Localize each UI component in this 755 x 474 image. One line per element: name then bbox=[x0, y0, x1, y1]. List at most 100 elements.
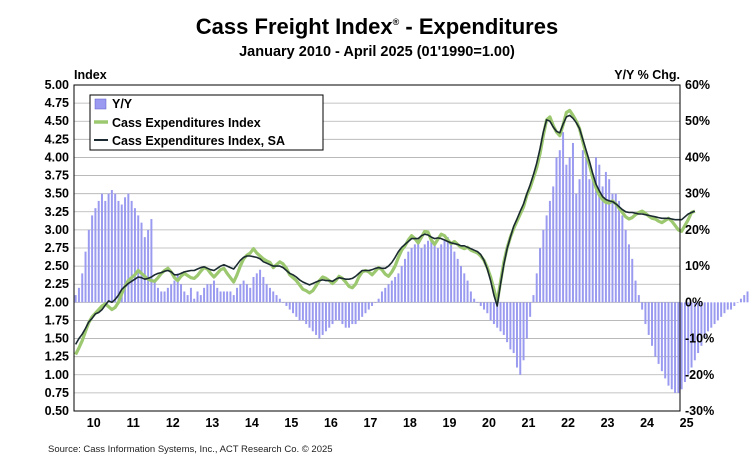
yy-bar bbox=[377, 298, 380, 303]
yy-bar bbox=[249, 287, 252, 303]
left-axis-label: Index bbox=[74, 68, 107, 82]
yy-bar bbox=[272, 291, 275, 303]
yy-bar bbox=[436, 248, 439, 303]
yy-bar bbox=[404, 258, 406, 303]
yy-bar bbox=[226, 291, 229, 303]
yy-bar bbox=[565, 164, 568, 303]
yy-bar bbox=[466, 280, 469, 303]
series-line-nsa bbox=[74, 108, 696, 356]
yy-bar bbox=[739, 298, 742, 303]
yy-bar bbox=[720, 302, 723, 317]
yy-bar bbox=[558, 150, 561, 303]
yy-bar bbox=[440, 244, 443, 303]
yy-bar bbox=[614, 193, 617, 303]
left-tick-label: 2.25 bbox=[45, 277, 69, 291]
yy-bar bbox=[723, 302, 726, 314]
left-tick-label: 3.75 bbox=[45, 169, 69, 183]
x-tick-label: 21 bbox=[522, 416, 536, 430]
right-tick-label: 20% bbox=[685, 223, 710, 237]
right-tick-label: 40% bbox=[685, 150, 710, 164]
yy-bar bbox=[245, 284, 248, 303]
yy-bar bbox=[265, 284, 268, 303]
yy-bar bbox=[459, 266, 462, 303]
yy-bar bbox=[196, 291, 199, 303]
yy-bar bbox=[548, 200, 551, 303]
yy-bar bbox=[268, 287, 271, 303]
yy-bar bbox=[433, 244, 436, 303]
yy-bar bbox=[163, 291, 166, 303]
yy-bar bbox=[209, 284, 212, 303]
plot-frame bbox=[73, 84, 681, 412]
yy-bar bbox=[743, 295, 746, 303]
yy-bar bbox=[236, 287, 239, 303]
yy-bar bbox=[77, 287, 80, 303]
x-tick-label: 20 bbox=[482, 416, 496, 430]
yy-bar bbox=[278, 298, 281, 303]
yy-bar bbox=[680, 302, 683, 390]
yy-bar bbox=[535, 273, 538, 303]
yy-bar bbox=[120, 204, 123, 303]
yy-bar bbox=[189, 287, 192, 303]
yy-bar bbox=[512, 302, 515, 354]
yy-bar bbox=[486, 302, 489, 314]
yy-bar bbox=[94, 208, 97, 303]
yy-bar bbox=[81, 273, 84, 303]
yy-bar bbox=[713, 302, 716, 325]
yy-bar bbox=[160, 291, 163, 303]
yy-bar bbox=[242, 280, 245, 303]
yy-bar bbox=[156, 287, 159, 303]
yy-bar bbox=[664, 302, 667, 379]
x-tick-label: 12 bbox=[166, 416, 180, 430]
yy-bar bbox=[545, 215, 548, 303]
yy-bar bbox=[295, 302, 298, 317]
yy-bar bbox=[364, 302, 367, 314]
left-tick-label: 2.50 bbox=[45, 259, 69, 273]
right-axis: 60% 50% 40% 30% 20% 10% 0% -10% -20% -30% bbox=[685, 78, 714, 418]
left-tick-label: 0.75 bbox=[45, 386, 69, 400]
yy-bar bbox=[585, 157, 588, 303]
right-tick-label: -30% bbox=[685, 404, 714, 418]
yy-bar bbox=[252, 276, 255, 303]
yy-bar bbox=[591, 175, 594, 303]
yy-bar bbox=[637, 295, 640, 303]
yy-bar bbox=[578, 179, 581, 303]
yy-bar bbox=[374, 302, 377, 303]
yy-bar bbox=[427, 240, 430, 303]
yy-bar bbox=[351, 302, 354, 325]
legend-yy-label: Y/Y bbox=[112, 97, 133, 111]
yy-bar bbox=[239, 284, 242, 303]
yy-bar bbox=[529, 302, 532, 317]
yy-bar bbox=[305, 302, 308, 325]
yy-bar bbox=[107, 193, 110, 303]
yy-bar bbox=[733, 302, 736, 306]
yy-bar bbox=[110, 190, 113, 303]
yy-bar bbox=[97, 200, 100, 303]
yy-bar bbox=[91, 215, 94, 303]
yy-bar bbox=[367, 302, 370, 310]
yy-bar bbox=[453, 251, 456, 303]
series-line-sa bbox=[74, 114, 696, 345]
right-axis-label: Y/Y % Chg. bbox=[614, 68, 680, 82]
yy-bar bbox=[288, 302, 291, 310]
yy-bar bbox=[469, 291, 472, 303]
yy-bar bbox=[489, 302, 492, 321]
yy-bar bbox=[687, 302, 690, 375]
yy-bar bbox=[595, 157, 598, 303]
yy-bar bbox=[700, 302, 703, 346]
yy-bar bbox=[697, 302, 700, 354]
yy-bar bbox=[387, 284, 390, 303]
yy-bar bbox=[176, 273, 179, 303]
yy-bar bbox=[331, 302, 334, 325]
yy-bar bbox=[499, 302, 502, 332]
yy-bar bbox=[133, 208, 136, 303]
yy-bar bbox=[611, 193, 614, 303]
yy-bar bbox=[117, 200, 120, 303]
yy-bar bbox=[354, 302, 357, 325]
yy-bar bbox=[301, 302, 304, 321]
right-tick-label: 60% bbox=[685, 78, 710, 92]
left-tick-label: 3.25 bbox=[45, 205, 69, 219]
yy-bar bbox=[275, 295, 278, 303]
legend-box bbox=[89, 94, 324, 151]
yy-bar bbox=[443, 240, 446, 303]
